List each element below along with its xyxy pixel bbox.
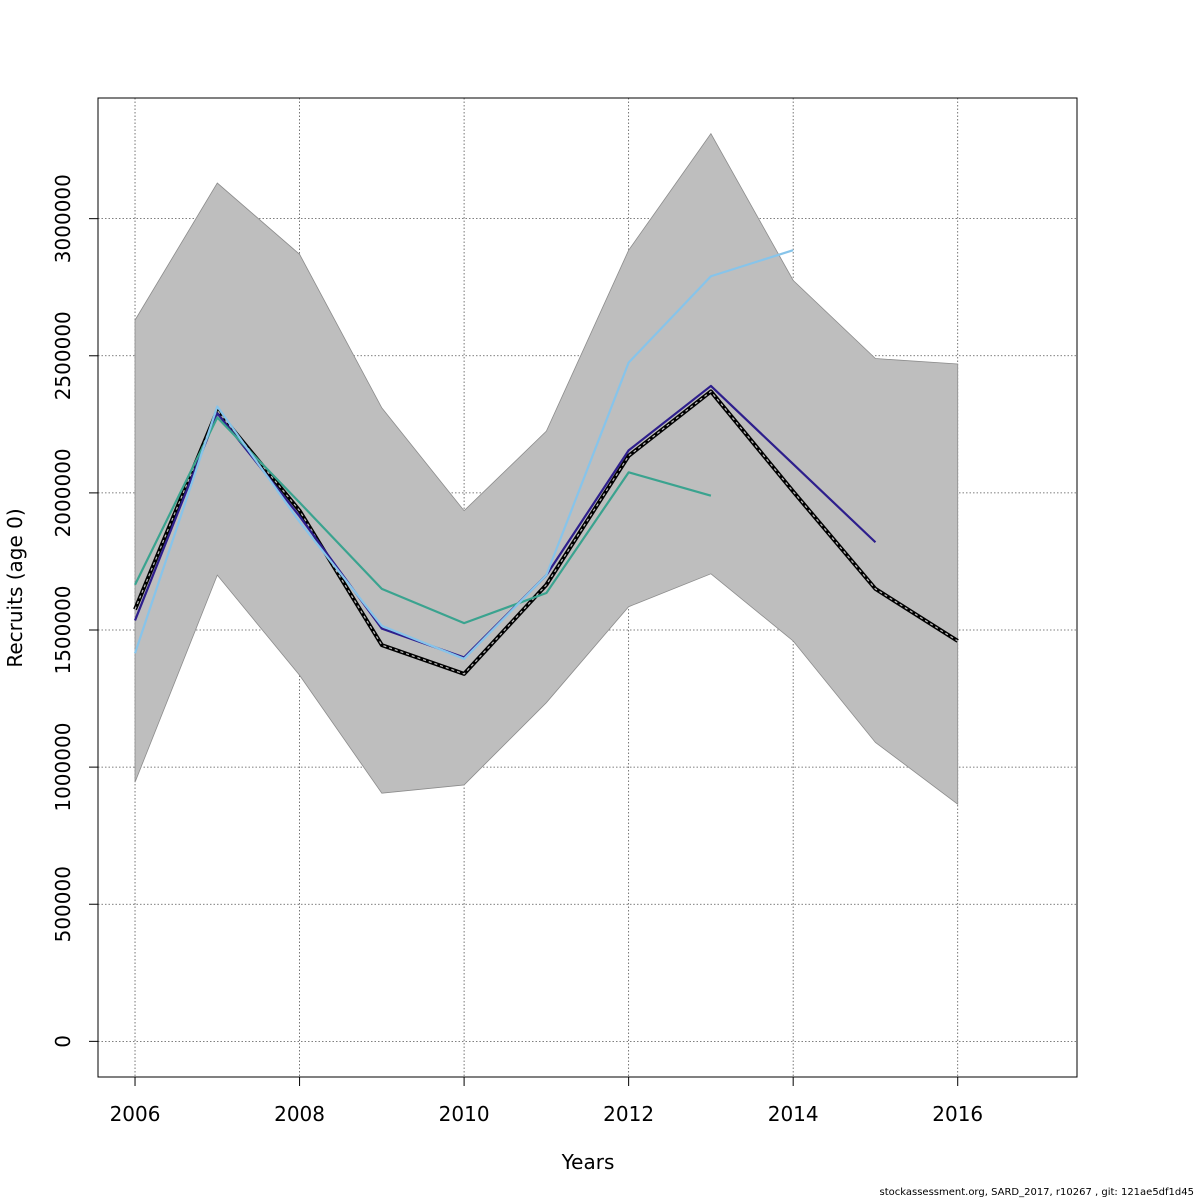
y-axis: 0 500000 1000000 1500000 2000000 2500000 30000… [51, 174, 98, 1048]
x-tick-label: 2016 [932, 1102, 983, 1126]
series-line-2 [134, 416, 712, 625]
confidence-band [134, 132, 959, 805]
x-tick-label: 2006 [110, 1102, 161, 1126]
y-tick-label: 2000000 [51, 448, 75, 537]
x-axis-title: Years [561, 1150, 615, 1174]
x-axis: 2006 2008 2010 2012 2014 2016 [110, 1077, 983, 1126]
x-tick-label: 2008 [274, 1102, 325, 1126]
x-tick-label: 2012 [603, 1102, 654, 1126]
y-tick-label: 500000 [51, 866, 75, 942]
y-tick-label: 1000000 [51, 723, 75, 812]
x-tick-label: 2014 [768, 1102, 819, 1126]
confidence-band-area [134, 132, 959, 805]
y-tick-label: 3000000 [51, 174, 75, 263]
y-tick-label: 0 [51, 1035, 75, 1048]
plot-frame [97, 97, 1078, 1078]
y-tick-label: 1500000 [51, 585, 75, 674]
series-line-estimate-dash [134, 390, 959, 675]
series-lines [133, 249, 959, 676]
footer-credit: stockassessment.org, SARD_2017, r10267 ,… [879, 1187, 1195, 1198]
y-axis-title: Recruits (age 0) [3, 508, 27, 667]
y-tick-label: 2500000 [51, 311, 75, 400]
x-tick-label: 2010 [439, 1102, 490, 1126]
series-line-3 [133, 249, 794, 660]
